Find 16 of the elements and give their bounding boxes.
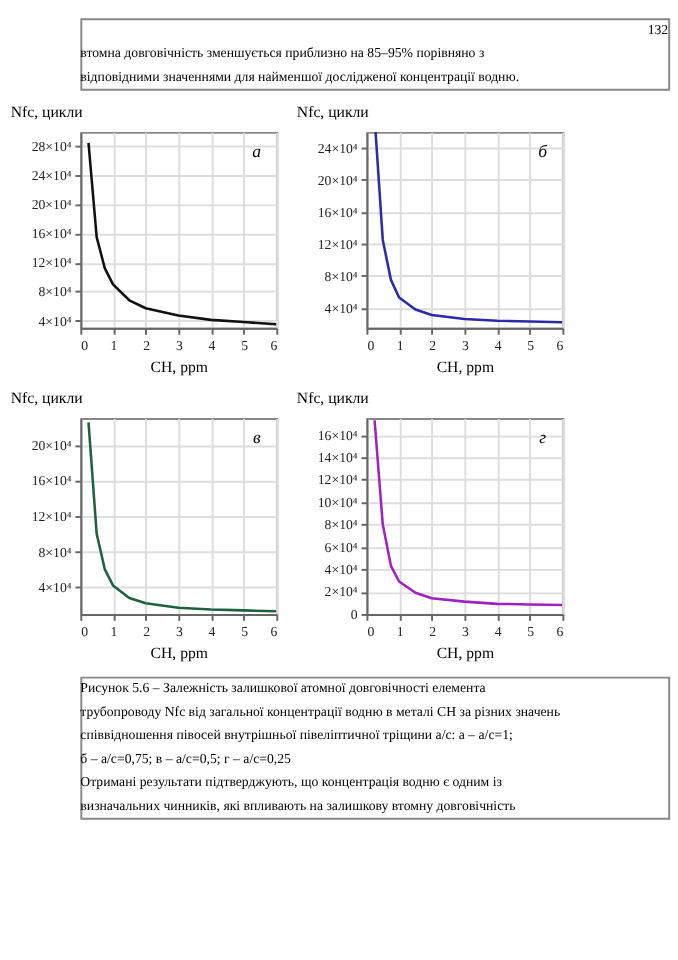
y-axis-title: Nfc, цикли — [10, 103, 83, 122]
y-axis-title: Nfc, цикли — [296, 389, 369, 408]
line-series — [374, 131, 563, 324]
x-axis-title: CH, ppm — [150, 644, 209, 663]
x-axis-title: CH, ppm — [436, 357, 495, 376]
y-axis-title: Nfc, цикли — [10, 389, 83, 408]
line-series — [87, 141, 277, 326]
annotation: б — [538, 141, 549, 162]
x-axis-title: CH, ppm — [150, 357, 209, 376]
y-axis-title: Nfc, цикли — [296, 103, 369, 122]
x-axis-title: CH, ppm — [436, 644, 495, 663]
annotation: в — [252, 427, 261, 448]
annotation: а — [252, 141, 263, 162]
line-series — [87, 421, 277, 613]
annotation: г — [539, 427, 548, 448]
line-series — [373, 418, 563, 607]
